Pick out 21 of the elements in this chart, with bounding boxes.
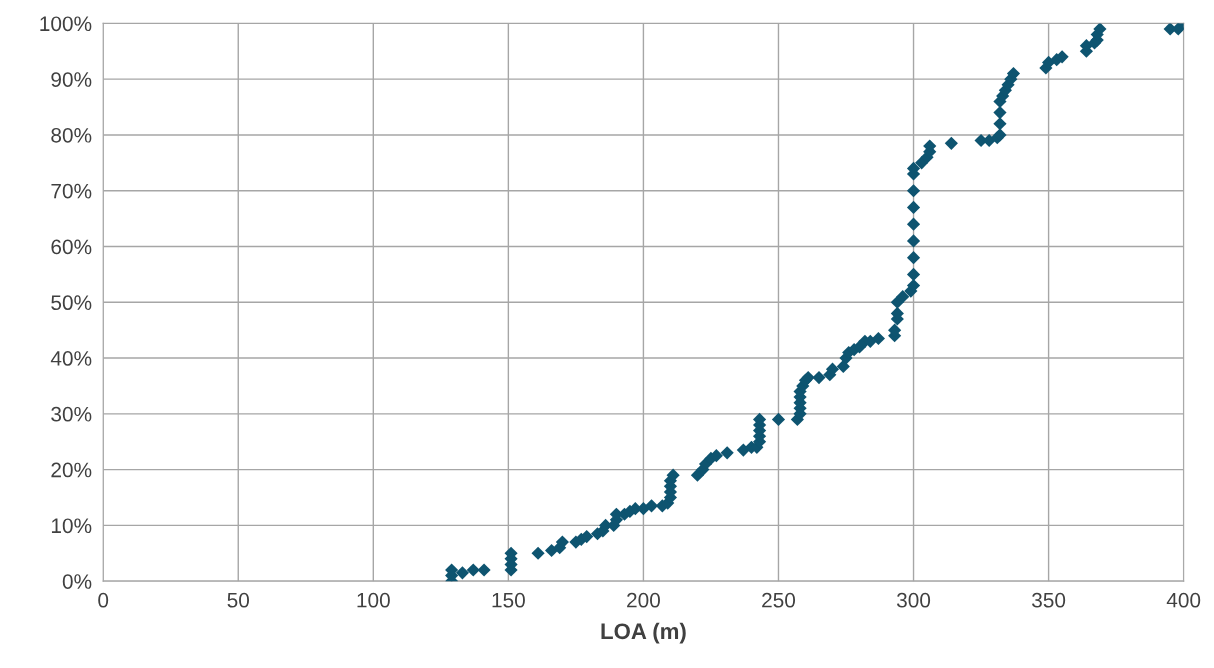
x-tick-label: 250	[762, 592, 796, 608]
x-tick-label: 300	[896, 592, 931, 608]
y-tick-label: 80%	[51, 127, 92, 143]
x-tick-label: 50	[227, 592, 250, 608]
x-tick-label: 350	[1032, 592, 1066, 608]
x-tick-label: 400	[1166, 592, 1201, 608]
y-tick-label: 90%	[51, 72, 92, 87]
y-tick-label: 100%	[40, 16, 92, 32]
x-tick-label: 100	[357, 592, 390, 608]
x-tick-label: 200	[627, 592, 660, 608]
y-tick-label: 20%	[51, 462, 92, 478]
y-tick-label: 70%	[51, 183, 92, 199]
x-tick-label: 0	[98, 592, 109, 608]
y-tick-label: 60%	[51, 239, 92, 255]
x-tick-label: 150	[492, 592, 525, 608]
y-tick-label: 0%	[62, 574, 92, 589]
y-tick-label: 40%	[50, 351, 92, 366]
y-tick-label: 10%	[51, 518, 92, 534]
x-axis-title: LOA (m)	[601, 622, 686, 644]
y-tick-label: 50%	[51, 295, 92, 311]
y-tick-label: 30%	[51, 406, 92, 422]
